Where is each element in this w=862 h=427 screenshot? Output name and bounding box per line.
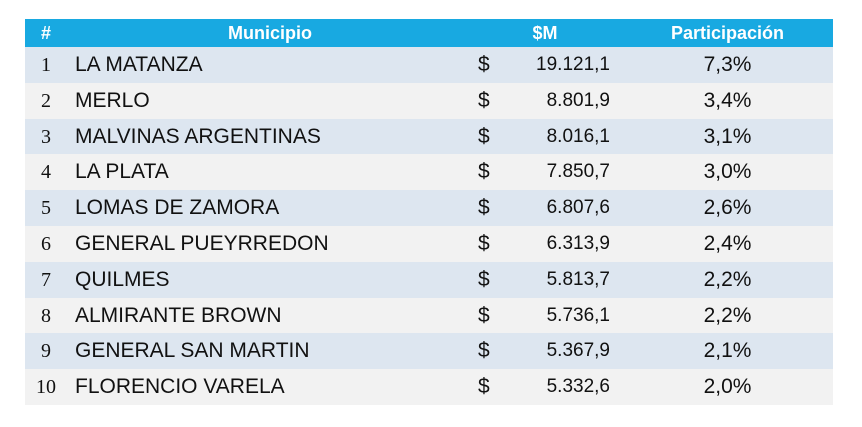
table-row: 5 LOMAS DE ZAMORA $6.807,6 2,6% [25, 190, 833, 226]
share: 2,2% [703, 303, 752, 327]
currency: $ [478, 196, 490, 220]
header-share: Participación [670, 23, 785, 43]
share: 2,0% [703, 375, 752, 399]
amount: 5.736,1 [546, 304, 610, 326]
rank: 7 [41, 268, 51, 291]
table-row: 3 MALVINAS ARGENTINAS $8.016,1 3,1% [25, 118, 833, 155]
share: 2,4% [703, 231, 752, 255]
municipio: ALMIRANTE BROWN [75, 303, 282, 327]
rank: 10 [36, 376, 56, 399]
municipio: QUILMES [75, 267, 170, 291]
header-number: # [40, 23, 51, 43]
rank: 3 [41, 125, 51, 148]
currency: $ [478, 160, 490, 184]
currency: $ [478, 88, 490, 112]
currency: $ [478, 339, 490, 363]
municipio: LA MATANZA [75, 53, 203, 76]
amount: 8.016,1 [546, 125, 610, 147]
table-row: 2 MERLO $8.801,9 3,4% [25, 82, 833, 119]
share: 3,1% [703, 124, 752, 148]
municipio: GENERAL SAN MARTIN [75, 339, 310, 363]
currency: $ [478, 267, 490, 291]
share: 2,1% [703, 339, 752, 363]
table-row: 6 GENERAL PUEYRREDON $6.313,9 2,4% [25, 225, 833, 262]
table-row: 9 GENERAL SAN MARTIN $5.367,9 2,1% [25, 333, 833, 370]
share: 2,6% [703, 196, 752, 220]
amount: 8.801,9 [546, 89, 610, 111]
share: 3,4% [703, 88, 752, 112]
municipio: LOMAS DE ZAMORA [75, 196, 280, 220]
currency: $ [478, 231, 490, 255]
currency: $ [478, 53, 490, 76]
municipio: LA PLATA [75, 160, 169, 184]
table: # Municipio $M Participación 1 LA MATANZA $19… [25, 19, 833, 405]
amount: 5.332,6 [546, 376, 610, 398]
rank: 4 [41, 161, 51, 184]
amount: 5.813,7 [546, 268, 610, 290]
header-municipio: Municipio [228, 23, 312, 43]
table-row: 1 LA MATANZA $19.121,1 7,3% [25, 47, 833, 83]
share: 3,0% [703, 160, 752, 184]
rank: 2 [41, 89, 51, 112]
rank: 6 [41, 232, 51, 255]
rank: 8 [41, 304, 51, 327]
rank: 9 [41, 340, 51, 363]
amount: 5.367,9 [546, 340, 610, 362]
header-row: # Municipio $M Participación [25, 19, 833, 47]
rank: 1 [41, 54, 51, 76]
header-amount: $M [532, 23, 558, 43]
table-body: 1 LA MATANZA $19.121,1 7,3% 2 MERLO $8.801,9 3,… [25, 47, 833, 405]
table-row: 10 FLORENCIO VARELA $5.332,6 2,0% [25, 369, 833, 405]
municipio: GENERAL PUEYRREDON [75, 231, 329, 255]
currency: $ [478, 375, 490, 399]
amount: 19.121,1 [536, 54, 610, 75]
share: 2,2% [703, 267, 752, 291]
table-row: 4 LA PLATA $7.850,7 3,0% [25, 154, 833, 191]
municipio: MERLO [75, 88, 150, 112]
table-row: 8 ALMIRANTE BROWN $5.736,1 2,2% [25, 297, 833, 334]
municipio: FLORENCIO VARELA [75, 375, 285, 399]
amount: 6.807,6 [546, 197, 610, 219]
amount: 6.313,9 [546, 232, 610, 254]
share: 7,3% [703, 53, 752, 76]
table-row: 7 QUILMES $5.813,7 2,2% [25, 261, 833, 298]
currency: $ [478, 303, 490, 327]
currency: $ [478, 124, 490, 148]
municipio: MALVINAS ARGENTINAS [75, 124, 321, 148]
amount: 7.850,7 [546, 161, 610, 183]
rank: 5 [41, 197, 51, 220]
